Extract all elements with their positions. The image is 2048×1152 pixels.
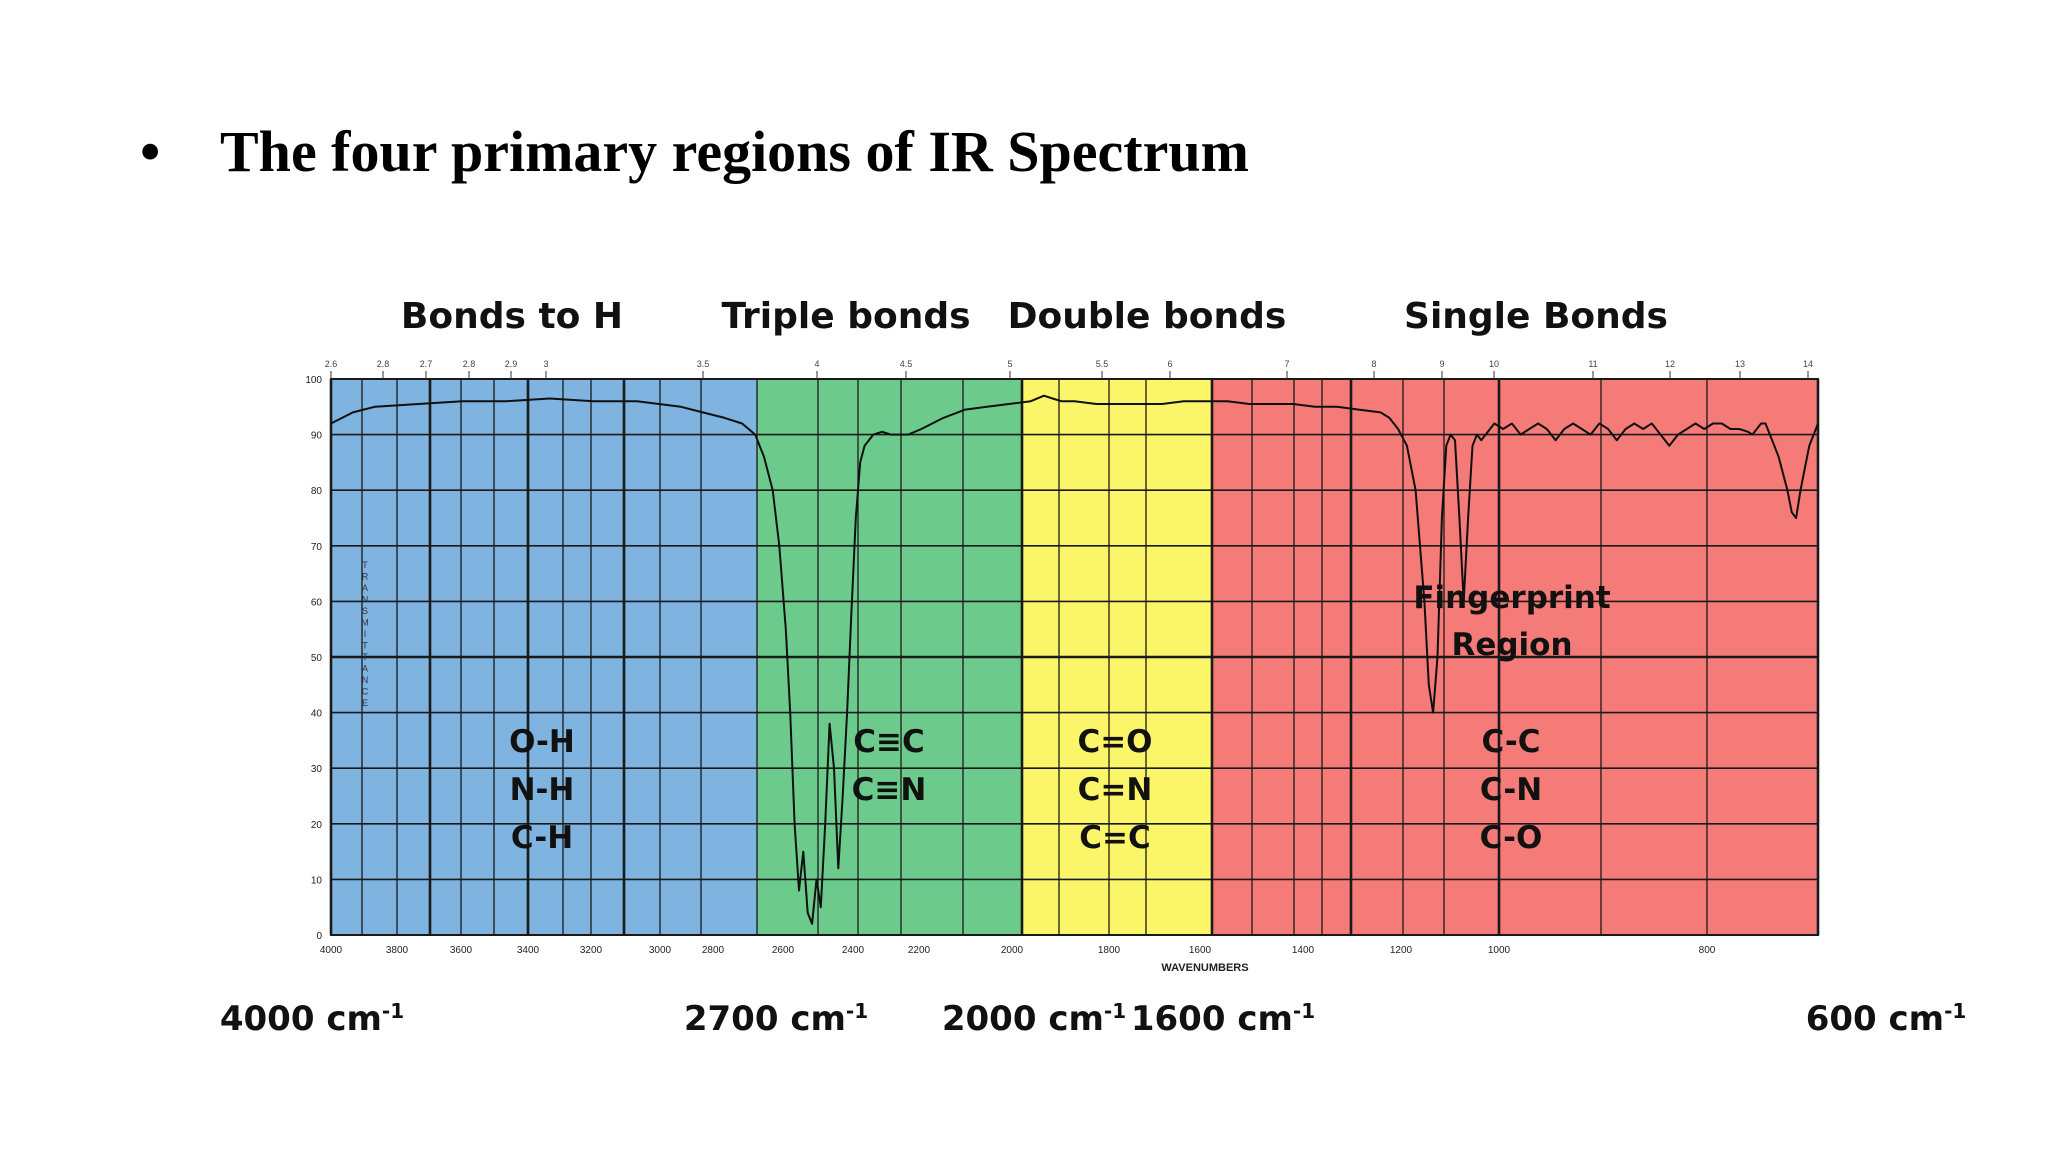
micron-tick-label: 5 — [1007, 359, 1012, 369]
x-tick-label: 2400 — [842, 945, 865, 956]
bond-label: C-N — [1480, 772, 1542, 808]
wavenumber-label: 1600 cm-1 — [1131, 999, 1315, 1039]
bullet-icon: • — [140, 119, 161, 184]
bond-label: C≡N — [852, 772, 927, 808]
y-tick-label: 50 — [311, 653, 323, 664]
spectrum-line — [330, 394, 1819, 925]
x-tick-label: 2200 — [908, 945, 931, 956]
y-tick-label: 40 — [311, 709, 323, 720]
micron-tick-label: 2.8 — [377, 359, 390, 369]
y-tick-label: 70 — [311, 542, 323, 553]
slide-title-text: The four primary regions of IR Spectrum — [220, 119, 1249, 184]
micron-tick-label: 10 — [1489, 359, 1499, 369]
micron-tick-label: 2.7 — [420, 359, 433, 369]
y-tick-label: 100 — [305, 375, 322, 386]
x-tick-label: 2000 — [1001, 945, 1024, 956]
bond-label: C-H — [511, 820, 573, 856]
wavenumber-label: 4000 cm-1 — [220, 999, 404, 1039]
bond-label: C=O — [1077, 724, 1152, 760]
micron-tick-label: 4.5 — [900, 359, 913, 369]
bond-label: C≡C — [853, 724, 924, 760]
region-heading-4: Single Bonds — [1404, 296, 1668, 337]
micron-tick-label: 3 — [543, 359, 548, 369]
x-tick-label: 1600 — [1189, 945, 1212, 956]
y-tick-label: 80 — [311, 486, 323, 497]
x-tick-label: 1400 — [1292, 945, 1315, 956]
bond-label: C=N — [1078, 772, 1153, 808]
y-tick-label: 0 — [316, 931, 322, 942]
y-tick-label: 30 — [311, 764, 323, 775]
x-tick-label: 1000 — [1488, 945, 1511, 956]
region-heading-2: Triple bonds — [721, 296, 970, 337]
bond-label: C-O — [1480, 820, 1543, 856]
x-tick-label: 3200 — [580, 945, 603, 956]
bond-label: C=C — [1079, 820, 1150, 856]
bond-label: C-C — [1481, 724, 1540, 760]
micron-tick-label: 14 — [1803, 359, 1813, 369]
micron-tick-label: 11 — [1588, 359, 1597, 369]
x-tick-label: 800 — [1699, 945, 1716, 956]
micron-tick-label: 12 — [1665, 359, 1675, 369]
region-heading-1: Bonds to H — [401, 296, 623, 337]
micron-tick-label: 8 — [1371, 359, 1376, 369]
micron-tick-label: 2.6 — [325, 359, 338, 369]
micron-tick-label: 9 — [1439, 359, 1444, 369]
fingerprint-label: Region — [1451, 627, 1572, 663]
micron-tick-label: 13 — [1735, 359, 1745, 369]
x-tick-label: 3600 — [450, 945, 473, 956]
fingerprint-label: Fingerprint — [1413, 580, 1611, 616]
bond-label: N-H — [510, 772, 575, 808]
x-tick-label: 3400 — [517, 945, 540, 956]
x-tick-label: 2800 — [702, 945, 725, 956]
x-tick-label: 2600 — [772, 945, 795, 956]
region-heading-3: Double bonds — [1008, 296, 1287, 337]
y-tick-label: 20 — [311, 820, 323, 831]
micron-tick-label: 7 — [1284, 359, 1289, 369]
x-tick-label: 3000 — [649, 945, 672, 956]
y-tick-label: 60 — [311, 597, 323, 608]
x-tick-label: 1800 — [1098, 945, 1121, 956]
wavenumber-label: 600 cm-1 — [1806, 999, 1967, 1039]
x-tick-label: 1200 — [1390, 945, 1413, 956]
x-tick-label: 4000 — [320, 945, 343, 956]
micron-tick-label: 2.8 — [463, 359, 476, 369]
x-tick-label: 3800 — [386, 945, 409, 956]
plot-border — [330, 378, 1819, 936]
y-tick-label: 90 — [311, 431, 323, 442]
wavenumber-label: 2000 cm-1 — [942, 999, 1126, 1039]
micron-tick-label: 6 — [1167, 359, 1172, 369]
x-axis-label: WAVENUMBERS — [1161, 962, 1248, 974]
y-tick-label: 10 — [311, 875, 323, 886]
slide-title: • The four primary regions of IR Spectrum — [140, 118, 1249, 185]
micron-tick-label: 5.5 — [1096, 359, 1109, 369]
micron-tick-label: 4 — [814, 359, 819, 369]
bond-label: O-H — [509, 724, 575, 760]
micron-tick-label: 3.5 — [697, 359, 710, 369]
micron-tick-label: 2.9 — [505, 359, 518, 369]
wavenumber-label: 2700 cm-1 — [684, 999, 868, 1039]
